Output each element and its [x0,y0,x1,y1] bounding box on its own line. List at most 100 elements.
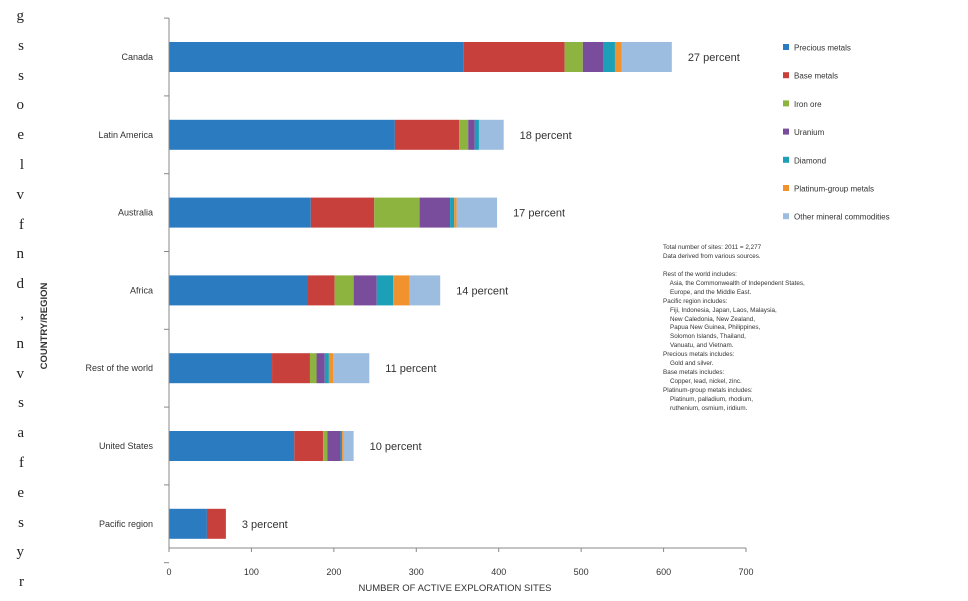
bar-segment-5-4 [340,431,343,461]
legend-swatch [783,128,789,135]
note-line: Precious metals includes: [663,351,735,359]
bar-segment-4-5 [328,353,334,384]
bar-segment-1-0 [169,119,395,150]
note-line: Total number of sites: 2011 = 2,277 [663,244,762,251]
edge-text-fragment: r [19,574,24,591]
bar-segment-3-2 [334,275,354,306]
category-label: United States [99,441,154,451]
x-tick-label: 500 [574,567,589,577]
x-tick-label: 0 [166,567,171,577]
bar-segment-2-5 [454,197,457,228]
note-line: ruthenium, osmium, iridium. [663,404,748,412]
legend-label: Platinum-group metals [794,185,874,194]
bar-segment-5-2 [323,431,328,461]
bar-segment-1-3 [468,119,475,150]
x-tick-label: 300 [409,567,424,577]
note-line: Asia, the Commonwealth of Independent St… [663,279,805,287]
category-label: Africa [130,285,153,295]
note-line [663,262,963,271]
bar-segment-4-6 [333,353,370,384]
bar-segment-5-1 [294,431,324,461]
bar-segment-3-1 [307,275,335,306]
note-line: Data derived from various sources. [663,252,761,260]
bar-segment-3-0 [169,275,308,306]
bar-segment-3-3 [353,275,377,306]
edge-text-fragment: v [16,186,25,203]
edge-text-fragment: s [18,395,24,412]
bars-layer [169,42,672,539]
category-label: Canada [121,52,153,62]
bar-segment-0-2 [564,42,583,72]
x-tick-label: 600 [656,567,671,577]
note-line: Pacific region includes: [663,297,728,305]
bar-segment-4-2 [309,353,317,384]
percent-annotation: 17 percent [513,208,565,220]
legend-swatch [783,185,789,191]
percent-annotation: 10 percent [370,441,422,453]
edge-text-fragment: n [16,246,25,263]
note-line: Platinum-group metals includes: [663,387,753,394]
edge-text-fragment: f [19,216,24,233]
edge-text-fragment: n [16,335,25,352]
edge-text-fragment: e [17,127,24,144]
bar-segment-3-4 [376,275,394,306]
edge-text-fragment: f [19,455,24,471]
legend-swatch [783,100,789,107]
edge-text-fragment: g [16,8,25,24]
x-tick-label: 700 [738,567,753,577]
legend-label: Iron ore [794,100,822,109]
edge-text-fragment: s [18,514,24,531]
note-line: Fiji, Indonesia, Japan, Laos, Malaysia, [663,306,777,314]
bar-segment-2-0 [169,197,311,228]
percent-annotation: 3 percent [242,519,288,531]
edge-text-fragment: a [17,425,24,442]
bar-segment-3-6 [409,275,441,306]
edge-text-fragment: l [19,157,24,173]
percent-annotation: 18 percent [520,130,572,142]
legend-label: Base metals [794,72,838,81]
bar-segment-2-3 [419,197,451,228]
legend-label: Uranium [794,128,825,137]
legend-label: Precious metals [794,44,851,53]
bar-segment-1-2 [459,119,469,150]
legend-swatch [783,156,789,163]
bar-segment-1-1 [394,119,460,150]
edge-text-fragment: y [16,544,25,561]
bar-segment-5-6 [343,431,354,461]
legend-label: Diamond [794,156,826,165]
note-line: Solomon Islands, Thailand, [663,333,746,341]
y-axis-title: COUNTRY/REGION [39,282,50,369]
legend: Precious metals Base metals Iron ore Uraniu… [783,44,890,222]
bar-segment-4-1 [272,353,310,384]
edge-text-fragment: e [17,484,24,501]
x-tick-label: 100 [244,567,259,577]
bar-segment-2-6 [456,197,498,228]
legend-swatch [783,44,789,50]
bar-segment-1-4 [474,119,479,150]
percent-annotation: 14 percent [456,285,508,297]
edge-text-fragment: v [16,365,25,382]
bar-segment-0-6 [621,42,672,72]
note-line: Rest of the world includes: [663,270,737,278]
bar-segment-2-4 [450,197,455,228]
bar-segment-2-1 [310,197,375,228]
note-line: Gold and silver. [663,360,714,368]
x-tick-label: 400 [491,567,506,577]
bar-segment-0-3 [582,42,604,72]
legend-label: Other mineral commodities [794,213,890,222]
edge-text-fragment: o [16,97,25,114]
bar-segment-0-0 [169,42,464,72]
chart-notes: Total number of sites: 2011 = 2,277 Data … [663,244,963,414]
legend-swatch [783,213,789,220]
bar-segment-6-1 [206,508,226,539]
category-label: Rest of the world [85,363,153,373]
category-label: Pacific region [99,519,153,529]
note-line: New Caledonia, New Zealand, [663,315,756,323]
bar-segment-5-5 [342,431,344,461]
legend-swatch [783,72,789,79]
edge-text-fragment: s [18,67,24,84]
note-line: Copper, lead, nickel, zinc. [663,378,742,386]
bar-segment-4-4 [324,353,329,384]
